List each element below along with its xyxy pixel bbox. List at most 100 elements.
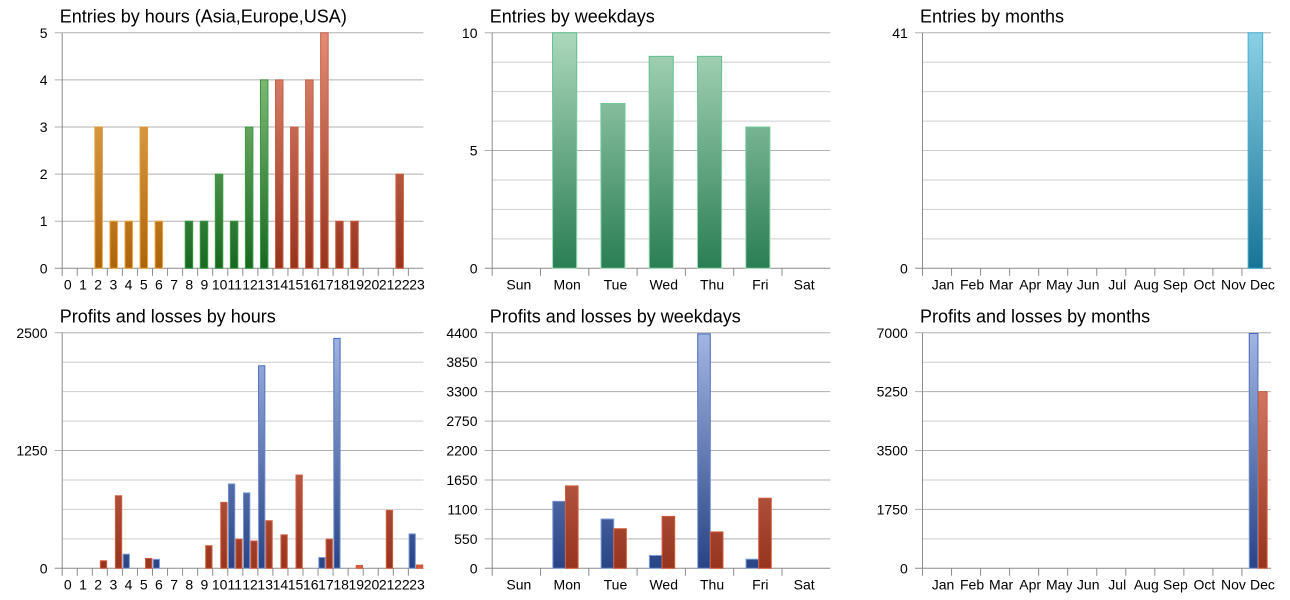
svg-text:4: 4: [125, 276, 133, 292]
svg-text:13: 13: [257, 276, 273, 292]
svg-text:Profits and losses by hours: Profits and losses by hours: [60, 306, 276, 326]
svg-text:10: 10: [212, 576, 228, 592]
svg-text:Fri: Fri: [752, 276, 768, 292]
svg-text:41: 41: [892, 25, 908, 41]
svg-text:Jul: Jul: [1108, 576, 1126, 592]
svg-text:8: 8: [185, 576, 193, 592]
svg-text:21: 21: [379, 576, 395, 592]
svg-text:0: 0: [470, 260, 478, 276]
svg-text:18: 18: [333, 276, 349, 292]
svg-text:3: 3: [109, 576, 117, 592]
svg-text:Oct: Oct: [1193, 576, 1215, 592]
svg-text:Jan: Jan: [932, 576, 955, 592]
svg-text:Profits and losses by months: Profits and losses by months: [920, 306, 1150, 326]
svg-text:7: 7: [170, 276, 178, 292]
svg-text:4400: 4400: [446, 325, 477, 341]
svg-text:20: 20: [364, 276, 380, 292]
svg-text:21: 21: [379, 276, 395, 292]
svg-text:12: 12: [242, 276, 258, 292]
svg-text:0: 0: [470, 560, 478, 576]
svg-text:3500: 3500: [877, 443, 908, 459]
svg-text:3: 3: [40, 119, 48, 135]
svg-text:2: 2: [94, 276, 102, 292]
svg-text:Mar: Mar: [989, 576, 1013, 592]
svg-text:Aug: Aug: [1134, 576, 1159, 592]
svg-text:14: 14: [273, 276, 289, 292]
svg-text:Sep: Sep: [1163, 576, 1188, 592]
svg-text:Apr: Apr: [1019, 276, 1041, 292]
svg-text:Mar: Mar: [989, 276, 1013, 292]
svg-text:Entries by hours (Asia,Europe,: Entries by hours (Asia,Europe,USA): [60, 6, 347, 26]
svg-text:Entries by weekdays: Entries by weekdays: [490, 6, 655, 26]
svg-text:May: May: [1046, 576, 1072, 592]
svg-text:8: 8: [185, 276, 193, 292]
svg-text:19: 19: [349, 276, 365, 292]
svg-text:6: 6: [155, 576, 163, 592]
svg-text:5: 5: [470, 143, 478, 159]
svg-text:0: 0: [900, 560, 908, 576]
svg-text:Sun: Sun: [506, 276, 531, 292]
svg-text:Sat: Sat: [794, 576, 815, 592]
svg-text:5: 5: [140, 276, 148, 292]
svg-text:May: May: [1046, 276, 1072, 292]
svg-text:1250: 1250: [16, 443, 47, 459]
svg-text:1750: 1750: [877, 501, 908, 517]
svg-text:Entries by months: Entries by months: [920, 6, 1064, 26]
svg-text:17: 17: [318, 276, 334, 292]
svg-text:0: 0: [64, 576, 72, 592]
svg-text:23: 23: [409, 276, 425, 292]
svg-text:20: 20: [364, 576, 380, 592]
svg-text:2750: 2750: [446, 413, 477, 429]
svg-text:Feb: Feb: [960, 276, 984, 292]
svg-text:14: 14: [273, 576, 289, 592]
svg-text:22: 22: [394, 576, 410, 592]
svg-text:18: 18: [333, 576, 349, 592]
svg-text:Jun: Jun: [1077, 276, 1100, 292]
svg-text:1: 1: [40, 213, 48, 229]
svg-text:1: 1: [79, 576, 87, 592]
svg-text:Fri: Fri: [752, 576, 768, 592]
svg-text:Dec: Dec: [1250, 276, 1275, 292]
svg-text:6: 6: [155, 276, 163, 292]
svg-text:0: 0: [40, 560, 48, 576]
svg-text:1: 1: [79, 276, 87, 292]
svg-text:13: 13: [257, 576, 273, 592]
svg-text:4: 4: [125, 576, 133, 592]
svg-text:5: 5: [40, 25, 48, 41]
svg-text:Wed: Wed: [649, 276, 678, 292]
svg-text:Mon: Mon: [554, 276, 581, 292]
svg-text:1100: 1100: [447, 501, 477, 517]
svg-text:2200: 2200: [446, 443, 477, 459]
svg-text:Tue: Tue: [604, 276, 628, 292]
svg-text:Jan: Jan: [932, 276, 955, 292]
svg-text:17: 17: [318, 576, 334, 592]
svg-text:550: 550: [454, 531, 478, 547]
svg-text:16: 16: [303, 276, 319, 292]
svg-text:0: 0: [64, 276, 72, 292]
svg-text:Jul: Jul: [1108, 276, 1126, 292]
svg-text:Thu: Thu: [700, 576, 724, 592]
svg-text:Dec: Dec: [1250, 576, 1275, 592]
svg-text:Sun: Sun: [506, 576, 531, 592]
svg-text:3300: 3300: [446, 384, 477, 400]
svg-text:2500: 2500: [16, 325, 47, 341]
svg-text:Apr: Apr: [1019, 576, 1041, 592]
svg-text:23: 23: [409, 576, 425, 592]
svg-text:Feb: Feb: [960, 576, 984, 592]
svg-text:Sat: Sat: [794, 276, 815, 292]
svg-text:4: 4: [40, 72, 48, 88]
svg-text:9: 9: [201, 276, 209, 292]
svg-text:2: 2: [40, 166, 48, 182]
svg-text:10: 10: [212, 276, 228, 292]
svg-text:11: 11: [228, 576, 243, 592]
svg-text:Oct: Oct: [1193, 276, 1215, 292]
svg-text:16: 16: [303, 576, 319, 592]
svg-text:3: 3: [109, 276, 117, 292]
svg-text:7000: 7000: [877, 325, 908, 341]
svg-text:3850: 3850: [446, 354, 477, 370]
svg-text:7: 7: [170, 576, 178, 592]
svg-text:5: 5: [140, 576, 148, 592]
svg-text:11: 11: [228, 276, 243, 292]
svg-text:22: 22: [394, 276, 410, 292]
svg-text:Profits and losses by weekdays: Profits and losses by weekdays: [490, 306, 741, 326]
